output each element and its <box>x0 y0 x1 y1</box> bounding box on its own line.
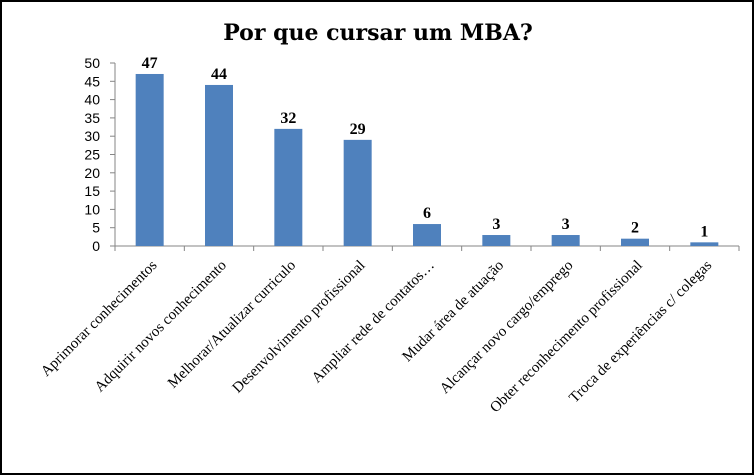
y-tick-label: 10 <box>84 201 100 217</box>
data-label: 32 <box>280 110 296 127</box>
bars <box>135 73 719 247</box>
y-tick-label: 30 <box>84 128 100 144</box>
y-tick-label: 0 <box>92 238 100 254</box>
axes: 0 5 10 15 20 25 30 35 40 45 50 <box>84 55 740 254</box>
y-tick-label: 25 <box>84 147 100 163</box>
category-label: Aprimorar conhecimentos <box>38 257 160 379</box>
y-tick-label: 15 <box>84 183 100 199</box>
data-label: 1 <box>700 223 708 240</box>
y-tick-label: 50 <box>84 55 100 71</box>
bar <box>205 84 233 247</box>
category-label: Troca de experiências c/ colegas <box>566 257 715 406</box>
category-label: Alcançar novo cargo/emprego <box>437 258 577 398</box>
data-label: 6 <box>423 205 431 222</box>
bar <box>135 73 164 246</box>
y-tick-label: 40 <box>84 92 100 108</box>
category-label: Melhorar/Atualizar curriculo <box>165 258 299 392</box>
data-label: 3 <box>492 216 500 233</box>
category-label: Adquirir novos conhecimento <box>92 258 230 396</box>
y-tick-label: 45 <box>84 73 100 89</box>
bar <box>482 235 511 246</box>
y-tick-label: 20 <box>84 165 100 181</box>
y-tick-label: 35 <box>84 110 100 126</box>
category-label: Obter reconhecimento profissional <box>487 258 646 417</box>
bar <box>343 139 372 246</box>
chart-title: Por que cursar um MBA? <box>223 20 533 46</box>
data-label: 29 <box>350 121 366 138</box>
bar <box>413 224 441 246</box>
bar <box>551 235 580 246</box>
bar <box>274 128 303 246</box>
bar <box>690 242 719 246</box>
category-label: Ampliar rede de contatos… <box>309 258 438 387</box>
data-label: 3 <box>562 216 570 233</box>
data-label: 2 <box>631 220 639 237</box>
data-label: 47 <box>142 55 158 72</box>
y-tick-label: 5 <box>92 220 100 236</box>
category-label: Desenvolvimento profissional <box>230 258 369 397</box>
data-label: 44 <box>211 66 227 83</box>
bar <box>621 238 649 246</box>
